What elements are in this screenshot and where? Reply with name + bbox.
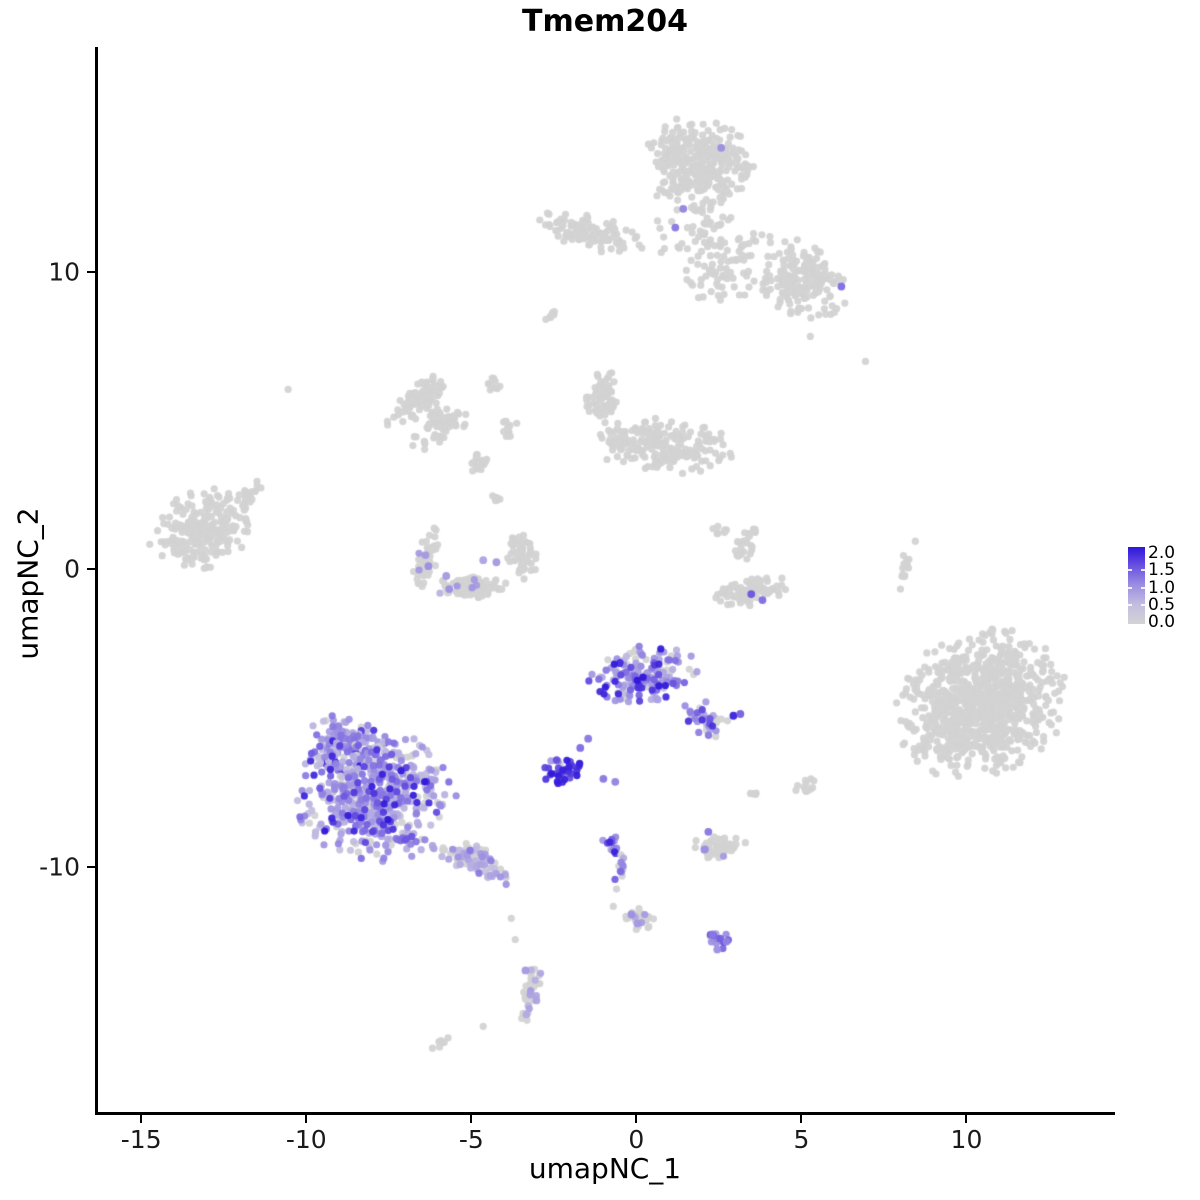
- x-tick-mark: [800, 1115, 803, 1123]
- x-tick-label: -5: [458, 1125, 484, 1154]
- legend-tick-label: 0.5: [1148, 594, 1176, 615]
- y-tick-mark: [87, 865, 95, 868]
- legend-tick-mark: [1128, 603, 1132, 606]
- x-tick-mark: [140, 1115, 143, 1123]
- legend-tick-mark: [1141, 569, 1145, 572]
- legend-tick-label: 2.0: [1148, 543, 1176, 563]
- umap-scatter-canvas: [98, 47, 1118, 1115]
- x-tick-mark: [305, 1115, 308, 1123]
- y-tick-label: 0: [64, 554, 80, 584]
- y-tick-mark: [87, 270, 95, 273]
- plot-title: Tmem204: [522, 4, 688, 39]
- x-axis-title: umapNC_1: [528, 1152, 682, 1185]
- plot-panel: [95, 47, 1118, 1115]
- x-tick-label: 10: [950, 1125, 983, 1154]
- y-tick-mark: [87, 568, 95, 571]
- x-tick-label: 5: [793, 1125, 810, 1154]
- x-tick-mark: [470, 1115, 473, 1123]
- legend-gradient-bar: [1128, 547, 1145, 624]
- legend-tick-mark: [1141, 603, 1145, 606]
- x-tick-mark: [635, 1115, 638, 1123]
- legend-tick-label: 1.5: [1148, 560, 1176, 581]
- legend-tick-label: 1.0: [1148, 577, 1176, 598]
- x-tick-label: -10: [285, 1125, 327, 1154]
- legend-tick-label: 0.0: [1148, 612, 1176, 632]
- legend-tick-mark: [1128, 569, 1132, 572]
- y-tick-label: -10: [39, 852, 80, 882]
- y-axis-title: umapNC_2: [11, 507, 45, 660]
- x-tick-label: -15: [120, 1125, 162, 1154]
- legend-tick-mark: [1141, 586, 1145, 589]
- y-tick-label: 10: [48, 257, 80, 287]
- legend-tick-mark: [1128, 586, 1132, 589]
- x-tick-mark: [965, 1115, 968, 1123]
- x-tick-label: 0: [628, 1125, 645, 1154]
